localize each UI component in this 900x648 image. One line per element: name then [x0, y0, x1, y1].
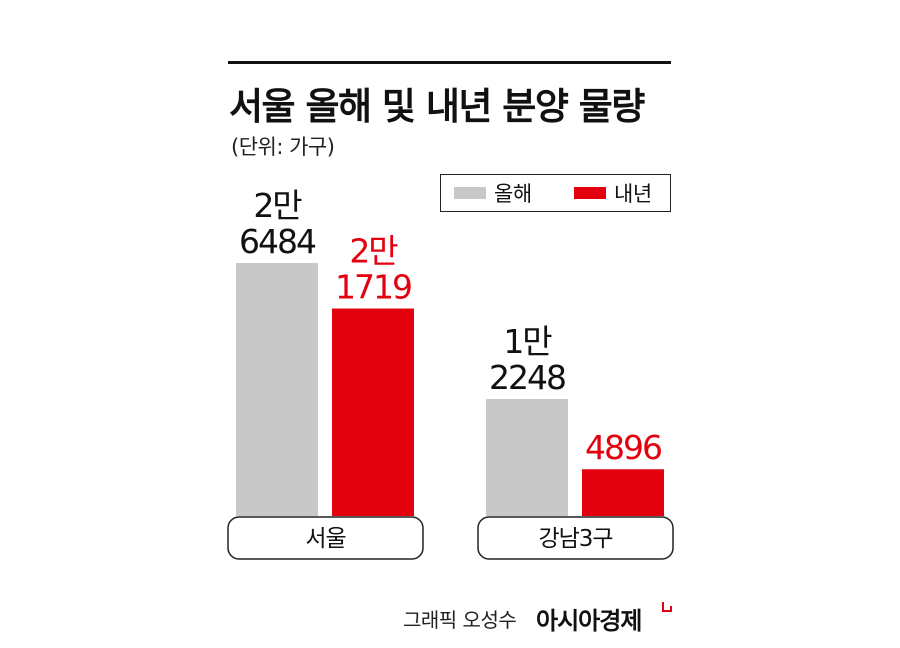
data-label-this-year-0-0: 2만: [253, 186, 302, 225]
bar-next-year-1: [582, 469, 664, 516]
bar-this-year-1: [486, 398, 568, 516]
legend-swatch-this-year: [454, 187, 486, 199]
data-label-next-year-0-0: 2만: [349, 232, 398, 271]
bar-next-year-0: [332, 308, 414, 516]
unit-label: (단위: 가구): [231, 135, 335, 159]
category-pill-0: [227, 516, 424, 560]
bar-this-year-0: [236, 263, 318, 516]
brand-logo-text: 아시아경제: [536, 607, 642, 635]
legend: 올해 내년: [440, 174, 671, 212]
legend-item-this-year: 올해: [454, 175, 532, 211]
category-label-0: 서울: [305, 526, 345, 552]
brand-mark-icon: [662, 602, 672, 612]
legend-label-next-year: 내년: [614, 182, 652, 206]
top-rule: [228, 61, 671, 64]
graphic-credit: 그래픽 오성수: [403, 608, 517, 632]
legend-swatch-next-year: [574, 187, 606, 199]
data-label-this-year-0-1: 6484: [239, 222, 316, 261]
category-label-1: 강남3구: [538, 526, 612, 552]
data-label-this-year-1-0: 1만: [503, 322, 552, 361]
chart-title: 서울 올해 및 내년 분양 물량: [229, 85, 645, 128]
data-label-next-year-1-0: 4896: [585, 428, 661, 467]
category-pill-1: [477, 516, 674, 560]
legend-item-next-year: 내년: [574, 175, 652, 211]
legend-label-this-year: 올해: [494, 182, 532, 206]
data-label-this-year-1-1: 2248: [489, 358, 565, 397]
data-label-next-year-0-1: 1719: [335, 268, 411, 307]
